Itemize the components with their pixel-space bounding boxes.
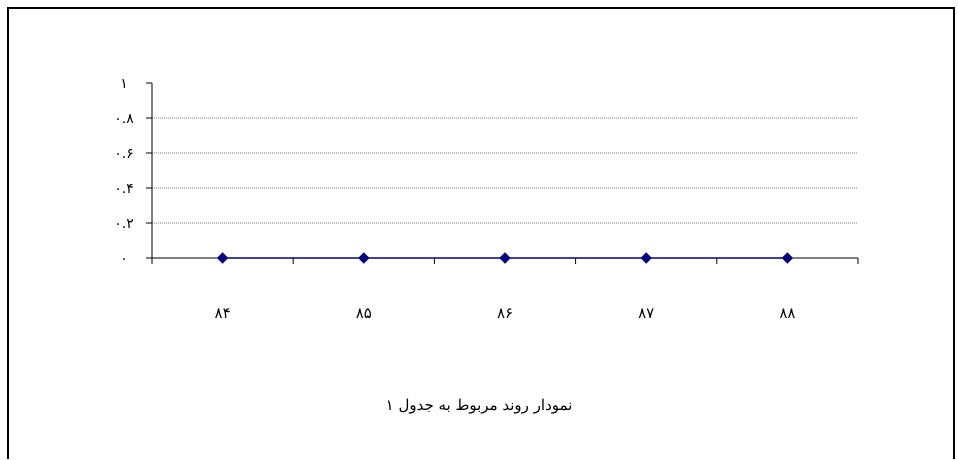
data-point [499,252,511,264]
y-tick-label: ۰.۶ [114,146,134,162]
x-tick-label: ۸۶ [497,304,513,322]
data-point [781,252,794,264]
x-tick-label: ۸۵ [356,304,372,322]
data-point [358,252,370,264]
y-tick-label: ۰.۴ [114,181,134,197]
chart-frame [7,7,955,459]
data-point [640,252,652,264]
x-tick-label: ۸۷ [638,304,654,322]
chart-caption: نمودار روند مربوط به جدول ۱ [385,396,573,414]
x-tick-label: ۸۸ [779,304,795,322]
y-tick-label: ۰.۲ [114,216,134,232]
y-tick-label: ۰ [120,251,128,267]
data-point [216,252,229,264]
y-tick-label: ۰.۸ [114,111,134,127]
x-tick-label: ۸۴ [215,304,231,322]
y-tick-label: ۱ [120,76,128,92]
